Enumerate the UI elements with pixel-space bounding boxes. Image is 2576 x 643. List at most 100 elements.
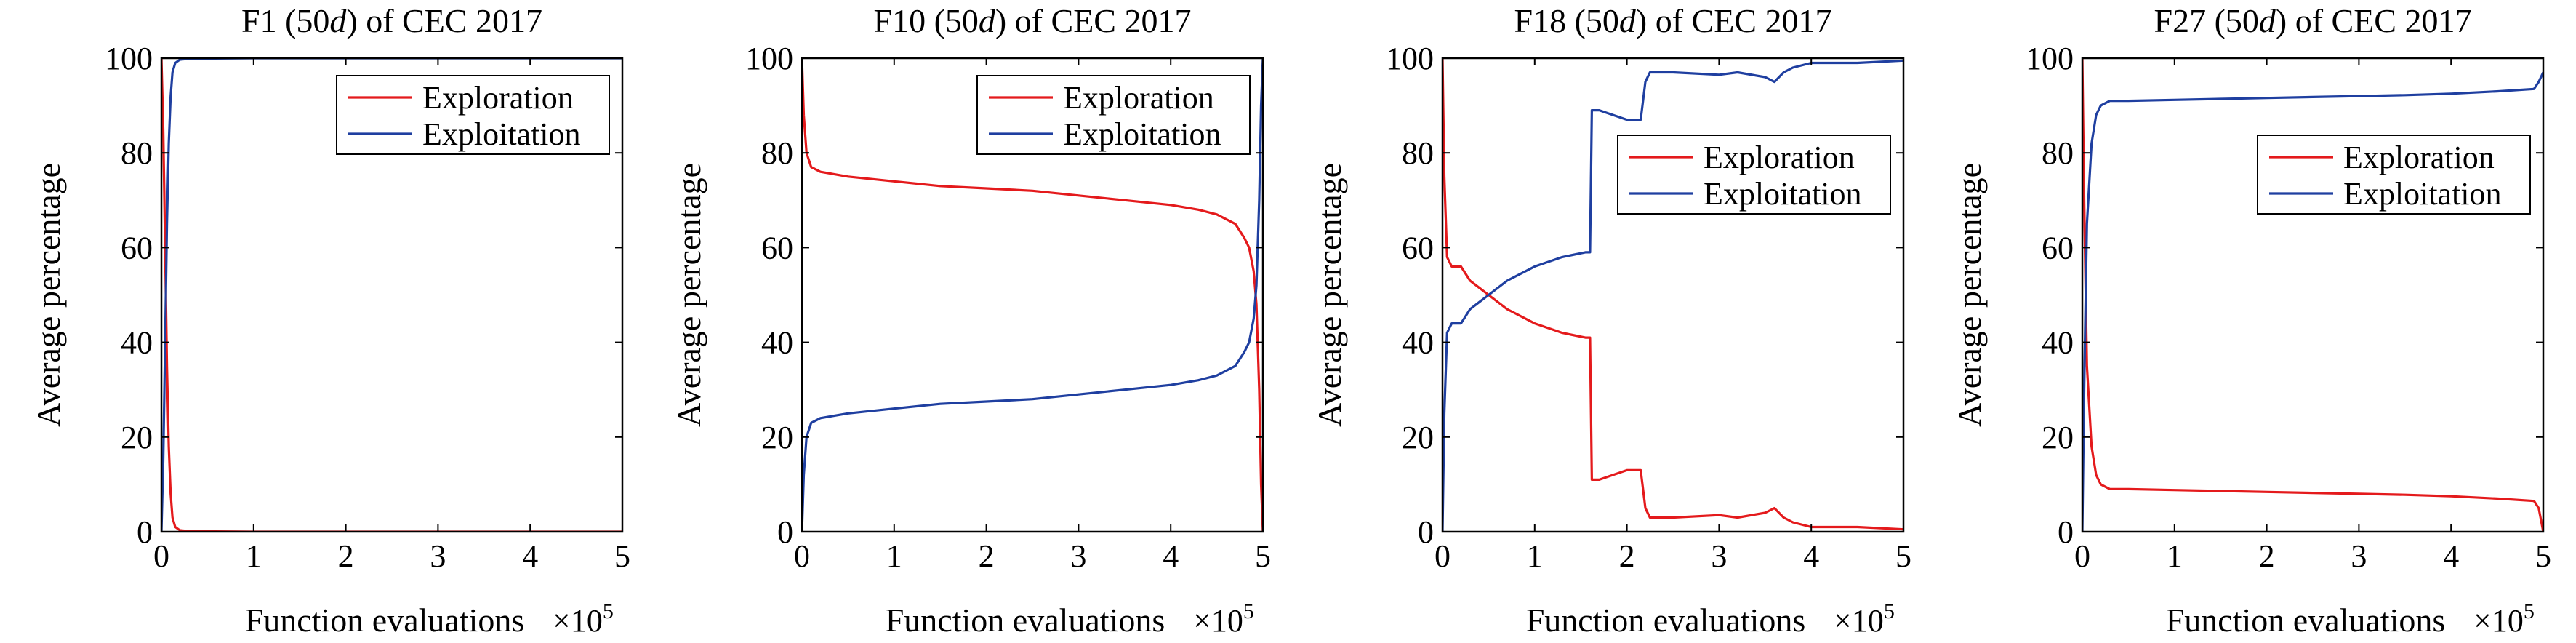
x-tick-label: 3 (2351, 538, 2367, 574)
y-tick-label: 60 (761, 230, 793, 265)
y-tick-label: 0 (137, 514, 153, 550)
x-axis-label: Function evaluations (245, 602, 525, 639)
x-tick-label: 3 (1070, 538, 1086, 574)
y-tick-label: 20 (2042, 420, 2074, 455)
y-tick-label: 80 (121, 135, 153, 171)
y-tick-label: 0 (1418, 514, 1434, 550)
y-tick-label: 100 (2026, 41, 2074, 76)
chart-title: F1 (50d) of CEC 2017 (241, 2, 542, 39)
legend-label-exploration: Exploration (1063, 80, 1214, 116)
chart-panel-3: F18 (50d) of CEC 2017 0 1 2 3 4 5 0 20 40 60 80 100 A… (1311, 2, 1911, 639)
x-tick-label: 4 (1163, 538, 1179, 574)
chart-panel-1: F1 (50d) of CEC 2017 0 1 2 3 4 5 0 20 40 60 80 100 Av… (30, 2, 630, 639)
y-tick-label: 60 (1402, 230, 1434, 265)
y-tick-label: 80 (1402, 135, 1434, 171)
y-tick-label: 60 (2042, 230, 2074, 265)
series-group (161, 58, 622, 532)
x-scale-exponent: 5 (1884, 599, 1895, 623)
series-line-exploitation (1443, 59, 1903, 532)
x-axis-label: Function evaluations (1526, 602, 1806, 639)
y-tick-label: 0 (777, 514, 793, 550)
y-tick-label: 80 (2042, 135, 2074, 171)
chart-panel-4: F27 (50d) of CEC 2017 0 1 2 3 4 5 0 20 40 60 80 100 A… (1951, 2, 2551, 639)
x-scale-exponent: 5 (2524, 599, 2535, 623)
plot-frame (801, 57, 1264, 533)
series-line-exploration (2082, 58, 2543, 532)
x-tick-label: 1 (2167, 538, 2183, 574)
chart-title-italic: d (329, 2, 347, 39)
legend-label-exploitation: Exploitation (1704, 176, 1862, 212)
x-scale-base: ×10 (1193, 603, 1243, 639)
series-line-exploration (802, 58, 1263, 532)
chart-title-italic: d (2259, 2, 2276, 39)
series-line-exploitation (161, 58, 622, 532)
y-tick-label: 100 (1386, 41, 1434, 76)
x-tick-label: 1 (886, 538, 902, 574)
x-scale-multiplier: ×105 (553, 599, 614, 639)
plot-frame (160, 57, 624, 533)
y-tick-label: 100 (105, 41, 153, 76)
x-tick-label: 3 (1711, 538, 1727, 574)
x-tick-label: 0 (794, 538, 810, 574)
x-scale-base: ×10 (553, 603, 603, 639)
chart-title: F10 (50d) of CEC 2017 (873, 2, 1191, 39)
y-tick-label: 80 (761, 135, 793, 171)
x-tick-label: 2 (979, 538, 995, 574)
y-axis-label: Average percentage (670, 163, 707, 427)
y-tick-label: 100 (745, 41, 793, 76)
chart-title-suffix: ) of CEC 2017 (995, 2, 1192, 39)
x-scale-exponent: 5 (603, 599, 614, 623)
chart-title-italic: d (1619, 2, 1637, 39)
series-line-exploitation (2082, 71, 2543, 532)
x-tick-label: 3 (430, 538, 446, 574)
chart-title-suffix: ) of CEC 2017 (2276, 2, 2472, 39)
x-tick-label: 4 (2443, 538, 2459, 574)
legend-label-exploration: Exploration (1704, 140, 1855, 175)
chart-title-italic: d (979, 2, 996, 39)
legend-label-exploitation: Exploitation (1063, 116, 1221, 152)
legend-box (336, 75, 610, 155)
x-tick-label: 5 (1255, 538, 1271, 574)
x-scale-multiplier: ×105 (1834, 599, 1895, 639)
x-tick-label: 2 (2259, 538, 2275, 574)
x-tick-label: 1 (246, 538, 262, 574)
x-tick-label: 0 (2074, 538, 2090, 574)
series-group (1443, 58, 1903, 532)
plot-frame (1441, 57, 1905, 533)
y-axis-label: Average percentage (1951, 163, 1988, 427)
x-tick-label: 2 (338, 538, 354, 574)
chart-title: F27 (50d) of CEC 2017 (2154, 2, 2471, 39)
x-axis-label: Function evaluations (886, 602, 1165, 639)
x-tick-label: 5 (1895, 538, 1911, 574)
x-tick-label: 4 (522, 538, 538, 574)
chart-title-prefix: F27 (50 (2154, 2, 2258, 39)
chart-title-suffix: ) of CEC 2017 (1636, 2, 1832, 39)
legend-label-exploration: Exploration (2343, 140, 2495, 175)
x-tick-label: 0 (153, 538, 169, 574)
legend-label-exploitation: Exploitation (2343, 176, 2502, 212)
y-tick-label: 40 (2042, 325, 2074, 361)
x-scale-exponent: 5 (1243, 599, 1254, 623)
series-line-exploitation (802, 58, 1263, 532)
x-tick-label: 4 (1803, 538, 1819, 574)
y-tick-label: 60 (121, 230, 153, 265)
chart-title-suffix: ) of CEC 2017 (346, 2, 542, 39)
x-tick-label: 0 (1435, 538, 1450, 574)
x-tick-label: 2 (1619, 538, 1635, 574)
x-scale-multiplier: ×105 (2473, 599, 2535, 639)
y-tick-label: 0 (2058, 514, 2074, 550)
x-axis-label: Function evaluations (2166, 602, 2446, 639)
legend-label-exploration: Exploration (422, 80, 574, 116)
y-tick-label: 20 (121, 420, 153, 455)
chart-title-prefix: F10 (50 (873, 2, 978, 39)
x-tick-label: 1 (1527, 538, 1543, 574)
legend-label-exploitation: Exploitation (422, 116, 581, 152)
legend-box (976, 75, 1251, 155)
y-tick-label: 40 (1402, 325, 1434, 361)
chart-panel-2: F10 (50d) of CEC 2017 0 1 2 3 4 5 0 20 40 60 80 100 A… (670, 2, 1271, 639)
y-tick-label: 40 (761, 325, 793, 361)
